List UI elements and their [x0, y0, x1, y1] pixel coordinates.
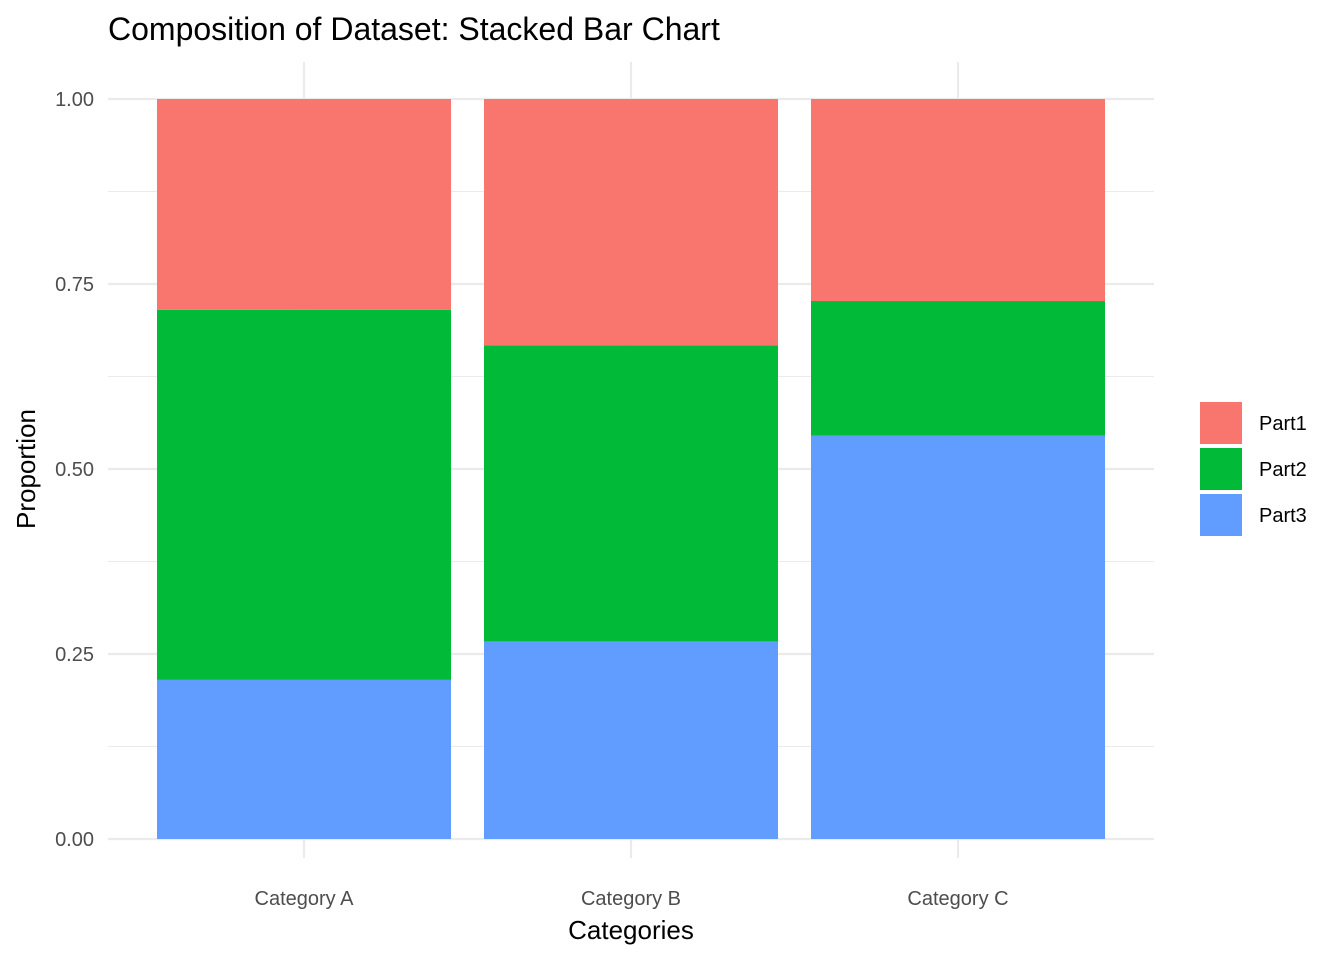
bar-segment-part3-1: [157, 679, 451, 839]
bar-segment-part2-2: [484, 345, 778, 642]
bars: [157, 99, 1105, 839]
legend-label-part1: Part1: [1259, 413, 1307, 435]
x-tick-label: Category A: [255, 888, 355, 910]
legend-key-part3: [1200, 494, 1242, 536]
legend-key-part2: [1200, 448, 1242, 490]
bar-segment-part1-3: [811, 99, 1105, 302]
y-tick-label: 0.50: [55, 459, 94, 481]
bar-segment-part1-1: [157, 99, 451, 310]
x-tick-label: Category C: [907, 888, 1008, 910]
x-tick-labels: Category A Category B Category C: [255, 888, 1009, 910]
chart-title: Composition of Dataset: Stacked Bar Char…: [108, 11, 720, 47]
y-tick-label: 1.00: [55, 89, 94, 111]
y-axis-title: Proportion: [11, 409, 41, 529]
y-tick-label: 0.25: [55, 644, 94, 666]
legend: Part1 Part2 Part3: [1200, 402, 1307, 536]
legend-label-part3: Part3: [1259, 505, 1307, 527]
bar-segment-part3-3: [811, 435, 1105, 839]
bar-segment-part1-2: [484, 99, 778, 346]
y-tick-label: 0.75: [55, 274, 94, 296]
legend-key-part1: [1200, 402, 1242, 444]
bar-segment-part2-1: [157, 309, 451, 680]
legend-label-part2: Part2: [1259, 459, 1307, 481]
y-tick-labels: 0.00 0.25 0.50 0.75 1.00: [55, 89, 94, 851]
x-tick-label: Category B: [581, 888, 681, 910]
y-tick-label: 0.00: [55, 829, 94, 851]
bar-segment-part3-2: [484, 641, 778, 839]
bar-segment-part2-3: [811, 301, 1105, 436]
x-axis-title: Categories: [568, 915, 694, 945]
